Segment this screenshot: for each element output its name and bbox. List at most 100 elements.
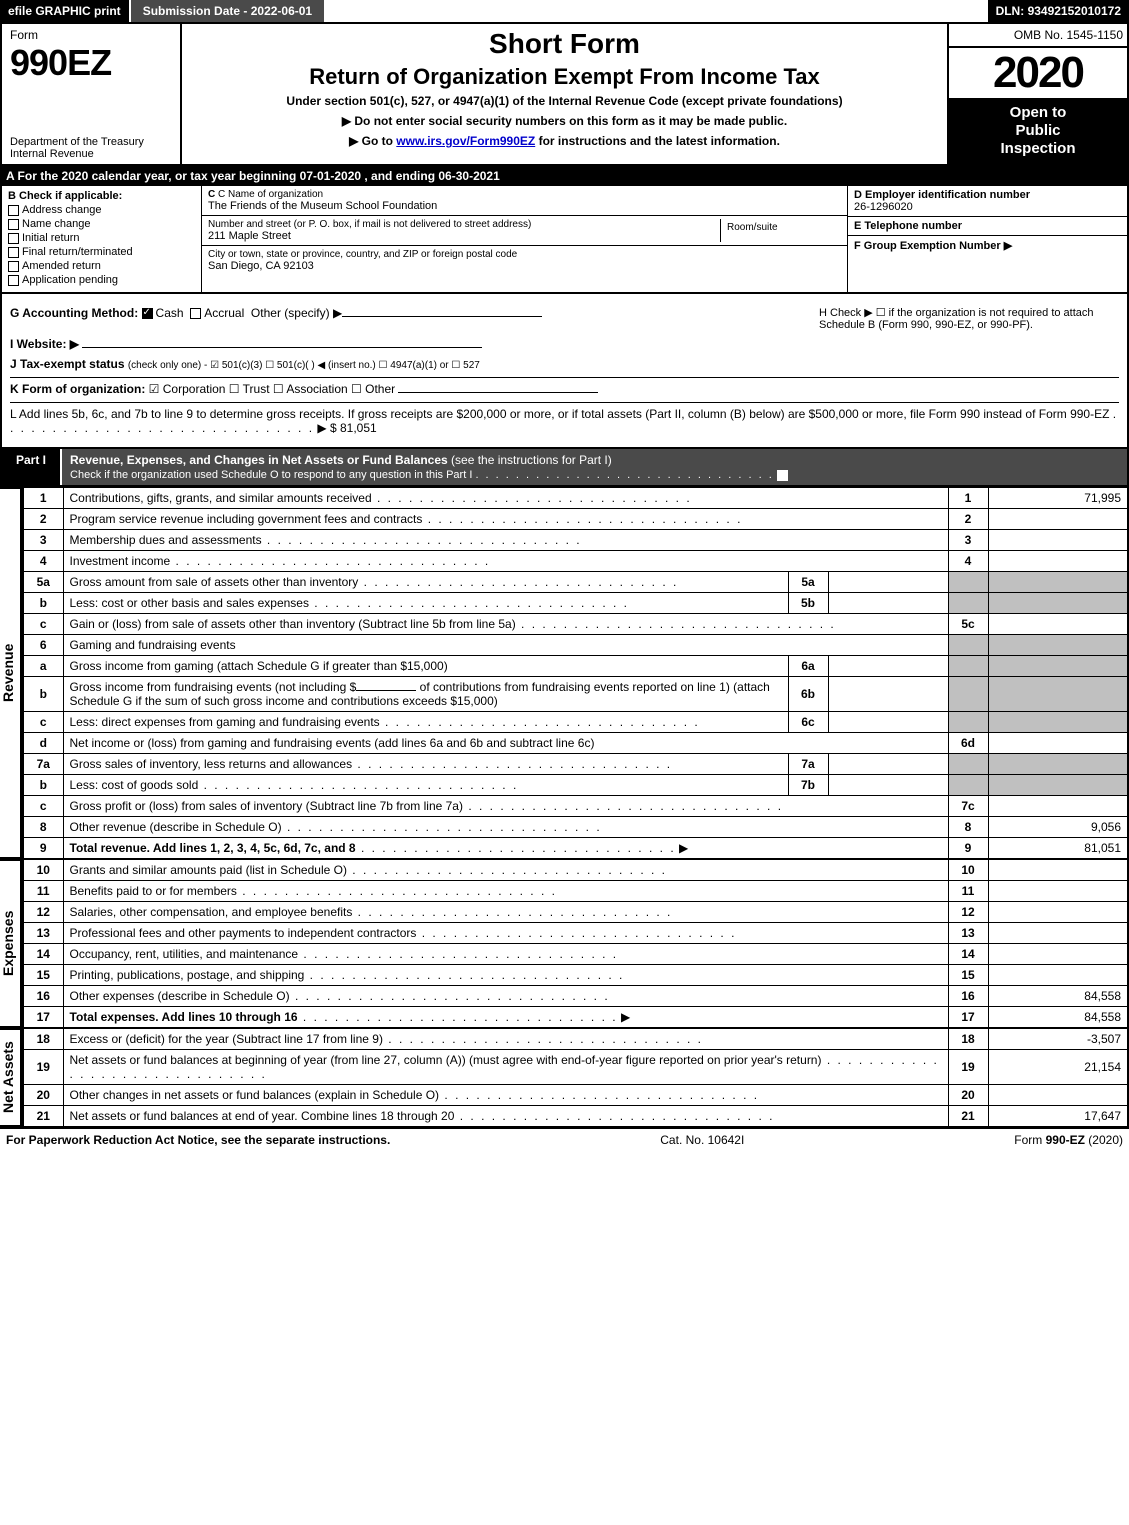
subtitle: Under section 501(c), 527, or 4947(a)(1)… [190,94,939,108]
instruction-2: ▶ Go to www.irs.gov/Form990EZ for instru… [190,134,939,148]
short-form-title: Short Form [190,28,939,60]
line-6d: d Net income or (loss) from gaming and f… [23,733,1128,754]
footer-catno: Cat. No. 10642I [660,1133,744,1147]
line-5c: c Gain or (loss) from sale of assets oth… [23,614,1128,635]
l1-desc: Contributions, gifts, grants, and simila… [63,488,948,509]
line-14: 14 Occupancy, rent, utilities, and maint… [23,944,1128,965]
expenses-section: Expenses 10 Grants and similar amounts p… [0,859,1129,1028]
header-center: Short Form Return of Organization Exempt… [182,24,947,164]
chk-amended-return[interactable]: Amended return [8,260,195,272]
expenses-side-label: Expenses [0,859,22,1028]
line-13: 13 Professional fees and other payments … [23,923,1128,944]
meta-lines: G Accounting Method: Cash Accrual Other … [0,294,1129,447]
irs-link[interactable]: www.irs.gov/Form990EZ [396,134,535,148]
chk-final-return[interactable]: Final return/terminated [8,246,195,258]
line-6c: c Less: direct expenses from gaming and … [23,712,1128,733]
chk-cash[interactable] [142,308,153,319]
website-input[interactable] [82,347,482,348]
group-exemption-block: F Group Exemption Number ▶ [848,236,1127,255]
line-j: J Tax-exempt status (check only one) - ☑… [10,357,1119,371]
open3: Inspection [1000,140,1075,157]
efile-button[interactable]: efile GRAPHIC print [0,0,129,22]
instr2-post: for instructions and the latest informat… [535,134,780,148]
g-other: Other (specify) ▶ [251,306,342,320]
chk-accrual[interactable] [190,308,201,319]
revenue-section: Revenue 1 Contributions, gifts, grants, … [0,487,1129,859]
instr2-pre: ▶ Go to [349,134,396,148]
open-to-public: Open to Public Inspection [949,98,1127,164]
chk-schedule-o[interactable]: ✓ [777,470,788,481]
i-label: I Website: ▶ [10,337,79,351]
l1-ln: 1 [948,488,988,509]
ein-value: 26-1296020 [854,201,913,213]
part1-label: Part I [2,449,62,485]
submission-date-button[interactable]: Submission Date - 2022-06-01 [129,0,324,22]
submission-date-value: 2022-06-01 [251,4,312,18]
tax-year: 2020 [949,48,1127,98]
line-1: 1 Contributions, gifts, grants, and simi… [23,488,1128,509]
line-7b: b Less: cost of goods sold 7b [23,775,1128,796]
column-de: D Employer identification number 26-1296… [847,186,1127,292]
org-name-block: C C Name of organization The Friends of … [202,186,847,216]
footer: For Paperwork Reduction Act Notice, see … [0,1127,1129,1151]
part1-check-o: Check if the organization used Schedule … [70,469,1119,481]
line-9: 9 Total revenue. Add lines 1, 2, 3, 4, 5… [23,838,1128,859]
line-5a: 5a Gross amount from sale of assets othe… [23,572,1128,593]
line-17: 17 Total expenses. Add lines 10 through … [23,1007,1128,1028]
line-l: L Add lines 5b, 6c, and 7b to line 9 to … [10,402,1119,435]
netassets-table: 18 Excess or (deficit) for the year (Sub… [22,1028,1129,1127]
line-2: 2 Program service revenue including gove… [23,509,1128,530]
ein-block: D Employer identification number 26-1296… [848,186,1127,217]
line-21: 21 Net assets or fund balances at end of… [23,1106,1128,1127]
k-other-input[interactable] [398,392,598,393]
l-amount: 81,051 [340,421,377,435]
line-15: 15 Printing, publications, postage, and … [23,965,1128,986]
org-name-label: C C Name of organization [208,189,841,200]
omb-number: OMB No. 1545-1150 [949,24,1127,48]
city-block: City or town, state or province, country… [202,246,847,275]
column-c: C C Name of organization The Friends of … [202,186,847,292]
line-6a: a Gross income from gaming (attach Sched… [23,656,1128,677]
line-6: 6 Gaming and fundraising events [23,635,1128,656]
city-value: San Diego, CA 92103 [208,260,841,272]
line-k: K Form of organization: ☑ Corporation ☐ … [10,377,1119,396]
group-exemption-label: F Group Exemption Number ▶ [854,240,1012,252]
form-word: Form [10,28,172,42]
line-5b: b Less: cost or other basis and sales ex… [23,593,1128,614]
line-11: 11 Benefits paid to or for members 11 [23,881,1128,902]
g-label: G Accounting Method: [10,306,138,320]
j-options: (check only one) - ☑ 501(c)(3) ☐ 501(c)(… [128,360,480,371]
line-7c: c Gross profit or (loss) from sales of i… [23,796,1128,817]
header-right: OMB No. 1545-1150 2020 Open to Public In… [947,24,1127,164]
line-6b: b Gross income from fundraising events (… [23,677,1128,712]
revenue-table: 1 Contributions, gifts, grants, and simi… [22,487,1129,859]
open1: Open to [1010,104,1067,121]
line-g-h: G Accounting Method: Cash Accrual Other … [10,306,1119,331]
6b-contrib-input[interactable] [356,690,416,691]
l1-num: 1 [23,488,63,509]
chk-application-pending[interactable]: Application pending [8,274,195,286]
section-bcdef: B Check if applicable: Address change Na… [0,186,1129,294]
dept-treasury: Department of the Treasury Internal Reve… [10,132,172,160]
line-20: 20 Other changes in net assets or fund b… [23,1085,1128,1106]
k-options: ☑ Corporation ☐ Trust ☐ Association ☐ Ot… [149,382,395,396]
row-a-tax-year: A For the 2020 calendar year, or tax yea… [0,166,1129,186]
line-8: 8 Other revenue (describe in Schedule O)… [23,817,1128,838]
room-suite: Room/suite [721,219,841,242]
part1-title-text: Revenue, Expenses, and Changes in Net As… [70,453,448,467]
line-i: I Website: ▶ [10,337,1119,351]
expenses-table: 10 Grants and similar amounts paid (list… [22,859,1129,1028]
footer-left: For Paperwork Reduction Act Notice, see … [6,1133,390,1147]
topbar-spacer [324,0,987,22]
form-header: Form 990EZ Department of the Treasury In… [0,24,1129,166]
dept2: Internal Revenue [10,148,94,160]
chk-initial-return[interactable]: Initial return [8,232,195,244]
chk-name-change[interactable]: Name change [8,218,195,230]
g-other-input[interactable] [342,316,542,317]
submission-date-label: Submission Date - [143,4,251,18]
chk-address-change[interactable]: Address change [8,204,195,216]
column-b: B Check if applicable: Address change Na… [2,186,202,292]
line-7a: 7a Gross sales of inventory, less return… [23,754,1128,775]
telephone-block: E Telephone number [848,217,1127,236]
street-value: 211 Maple Street [208,230,720,242]
